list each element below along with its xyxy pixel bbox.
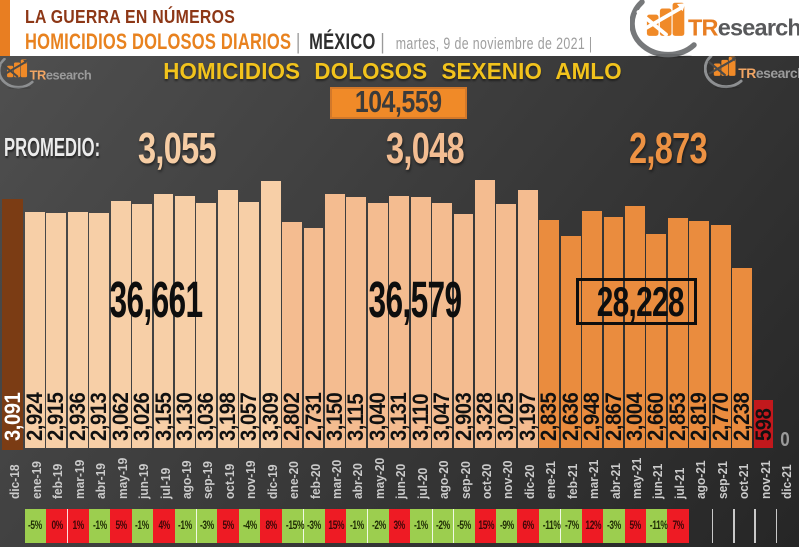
svg-text:TResearch: TResearch xyxy=(688,15,799,41)
svg-text:TResearch: TResearch xyxy=(29,68,91,83)
svg-text:TResearch: TResearch xyxy=(738,66,799,82)
